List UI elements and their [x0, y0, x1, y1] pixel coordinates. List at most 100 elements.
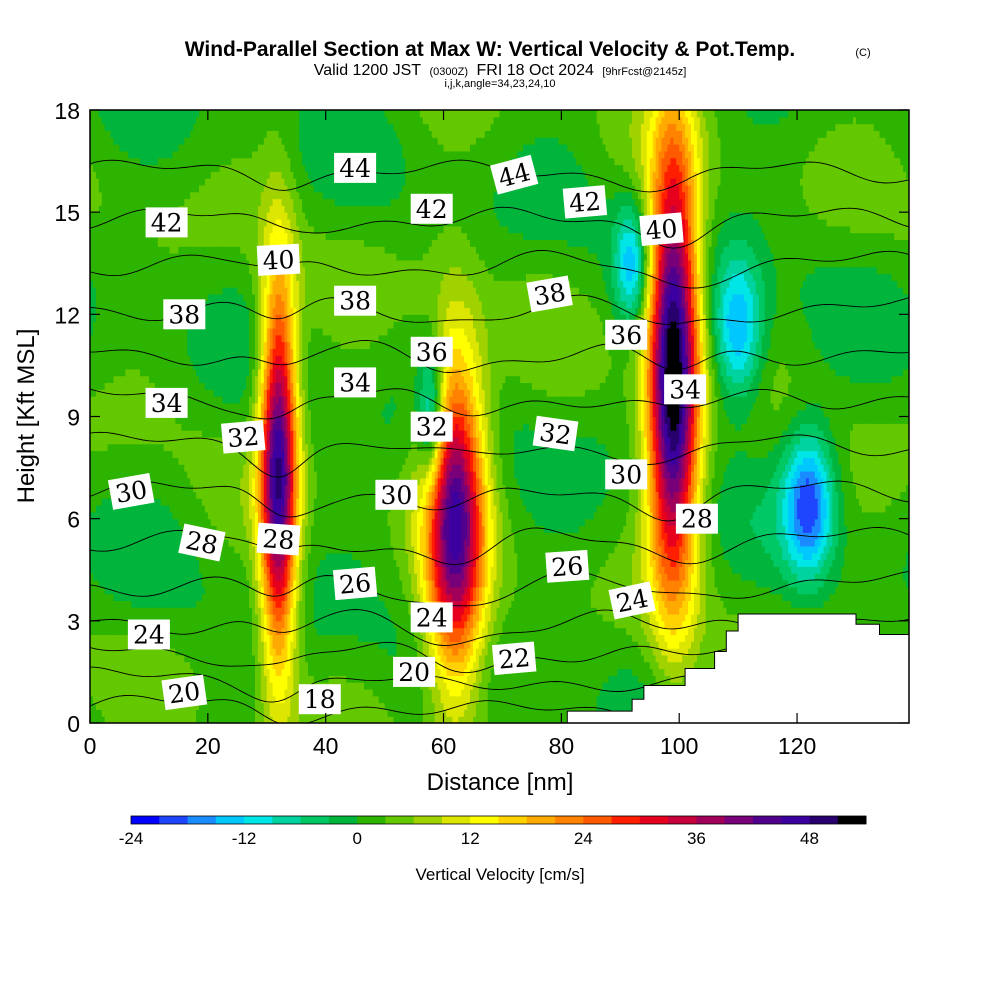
field-cell [166, 280, 171, 288]
field-cell [134, 232, 138, 241]
field-cell [128, 110, 132, 118]
field-cell [101, 355, 106, 363]
field-cell [131, 307, 135, 315]
field-cell [140, 607, 144, 615]
field-cell [116, 157, 121, 166]
field-cell [104, 110, 109, 118]
field-cell [145, 464, 150, 472]
field-cell [107, 566, 112, 574]
field-cell [181, 423, 185, 431]
field-cell [110, 314, 115, 322]
field-cell [98, 130, 103, 138]
field-cell [172, 518, 177, 527]
field-cell [128, 253, 132, 261]
field-cell [184, 573, 188, 581]
field-cell [113, 321, 118, 329]
field-cell [101, 246, 106, 254]
field-cell [125, 150, 129, 159]
field-cell [119, 123, 124, 132]
field-cell [140, 246, 144, 254]
field-cell [90, 661, 94, 670]
field-cell [95, 648, 100, 656]
field-cell [163, 368, 168, 377]
field-cell [178, 334, 182, 343]
field-cell [143, 586, 147, 595]
field-cell [143, 321, 147, 329]
field-cell [98, 375, 103, 384]
field-cell [134, 593, 138, 601]
field-cell [95, 484, 100, 493]
field-cell [181, 348, 185, 356]
field-cell [107, 355, 112, 363]
field-cell [143, 614, 147, 622]
field-cell [181, 668, 185, 676]
field-cell [134, 709, 138, 717]
field-cell [122, 232, 126, 241]
field-cell [172, 191, 177, 200]
field-cell [116, 266, 121, 275]
field-cell [122, 627, 126, 636]
valid-time-line: Valid 1200 JST (0300Z) FRI 18 Oct 2024 [… [314, 62, 687, 79]
field-cell [122, 573, 126, 581]
field-cell [181, 253, 185, 261]
field-cell [98, 423, 103, 431]
field-cell [151, 668, 156, 676]
field-cell [137, 368, 141, 377]
field-cell [169, 532, 174, 540]
field-cell [92, 566, 97, 574]
field-cell [104, 552, 109, 561]
field-cell [181, 464, 185, 472]
field-cell [166, 130, 171, 138]
field-cell [154, 273, 159, 281]
field-cell [119, 402, 124, 411]
field-cell [122, 218, 126, 227]
field-cell [101, 402, 106, 411]
field-cell [163, 668, 168, 676]
field-cell [98, 287, 103, 295]
field-cell [128, 130, 132, 138]
field-cell [151, 573, 156, 581]
field-cell [151, 259, 156, 268]
field-cell [148, 198, 153, 206]
field-cell [143, 225, 147, 234]
field-cell [163, 293, 168, 302]
field-cell [184, 123, 188, 132]
field-cell [151, 566, 156, 574]
field-cell [160, 171, 165, 179]
field-cell [172, 157, 177, 166]
field-cell [184, 505, 188, 513]
field-cell [90, 532, 94, 540]
field-cell [125, 416, 129, 424]
field-cell [140, 368, 144, 377]
field-cell [122, 178, 126, 186]
field-cell [154, 470, 159, 479]
field-cell [95, 525, 100, 533]
field-cell [131, 675, 135, 683]
field-cell [128, 389, 132, 397]
field-cell [110, 688, 115, 697]
field-cell [92, 198, 97, 206]
field-cell [184, 566, 188, 574]
field-cell [131, 348, 135, 356]
field-cell [98, 327, 103, 336]
field-cell [90, 314, 94, 322]
field-cell [131, 716, 135, 723]
field-cell [125, 443, 129, 452]
field-cell [92, 150, 97, 159]
field-cell [181, 273, 185, 281]
field-cell [160, 559, 165, 567]
field-cell [116, 464, 121, 472]
field-cell [122, 110, 126, 118]
field-cell [154, 525, 159, 533]
field-cell [101, 654, 106, 663]
field-cell [175, 436, 179, 445]
field-cell [128, 205, 132, 213]
forecast-info: [9hrFcst@2145z] [602, 66, 686, 78]
field-cell [169, 110, 174, 118]
field-cell [90, 593, 94, 601]
field-cell [163, 198, 168, 206]
field-cell [113, 212, 118, 220]
field-cell [169, 675, 174, 683]
field-cell [107, 396, 112, 404]
field-cell [169, 253, 174, 261]
